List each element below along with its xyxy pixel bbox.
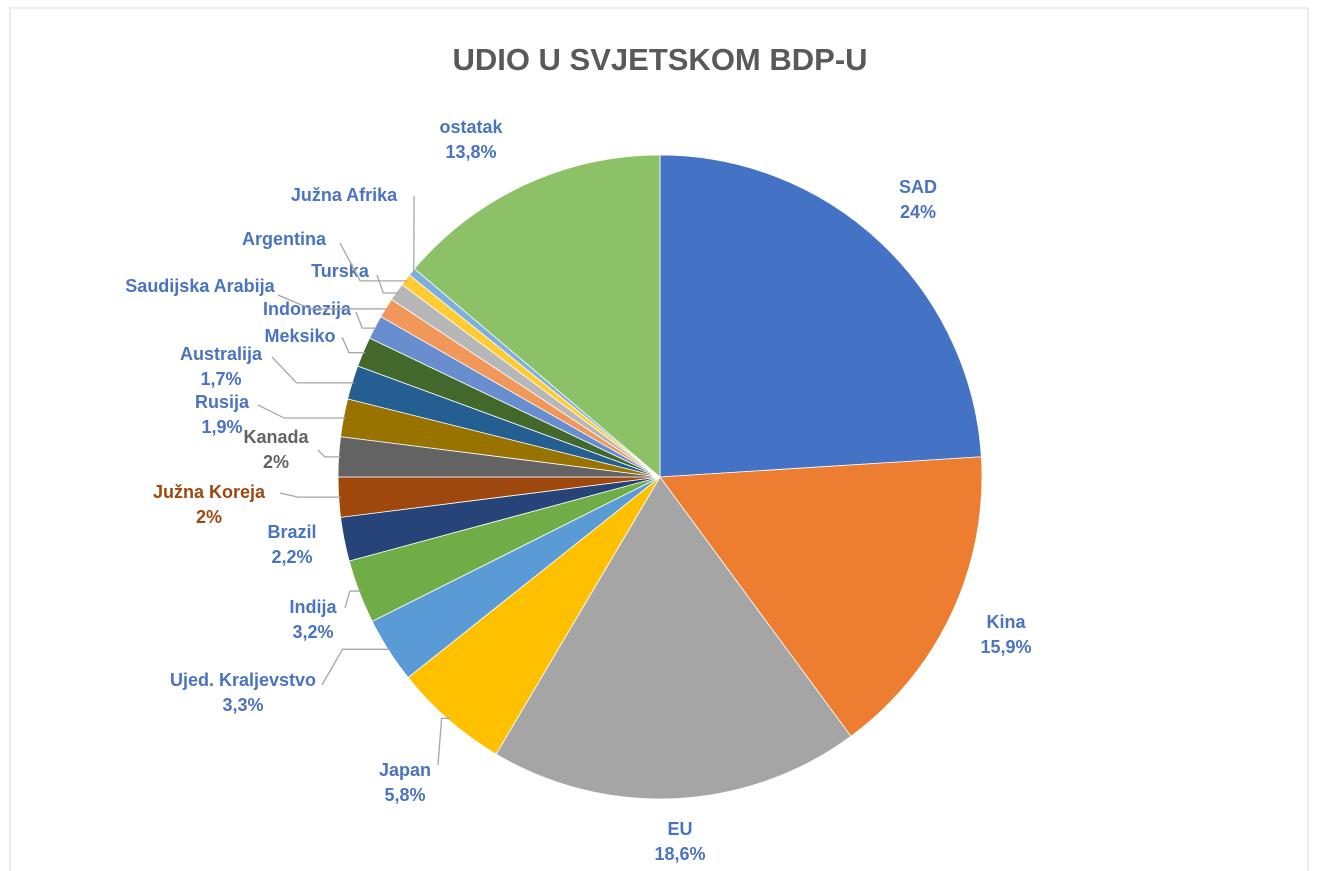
slice-label: Meksiko [264,326,335,346]
slice-label: Turska [311,261,370,281]
slice-label: Južna Afrika [291,185,398,205]
slice-label: Argentina [242,229,327,249]
leader-line [277,294,388,310]
value-label: 3,3% [222,695,263,715]
slice-label: Indija [289,597,337,617]
leader-line [321,648,391,686]
leader-line [341,336,366,354]
value-label: 18,6% [654,844,705,864]
value-label: 15,9% [980,637,1031,657]
slice-label: Brazil [267,522,316,542]
value-label: 2% [196,507,222,527]
leader-line [355,311,377,329]
value-label: 5,8% [384,785,425,805]
pie-slice [659,154,982,478]
slice-label: Australija [180,344,263,364]
leader-line [344,590,362,609]
slice-label: Indonezija [263,299,352,319]
slice-label: Rusija [195,392,250,412]
leader-line [271,356,355,384]
slice-label: Japan [379,760,431,780]
value-label: 2,2% [271,547,312,567]
slice-label: Saudijska Arabija [125,276,275,296]
leader-line [317,449,341,458]
leader-line [279,492,341,498]
leader-line [437,717,450,766]
slice-label: Kina [986,612,1026,632]
slice-label: SAD [899,177,937,197]
chart-title: UDIO U SVJETSKOM BDP-U [452,42,867,77]
leader-line [257,404,346,419]
value-label: 1,7% [200,369,241,389]
leader-line [413,195,415,274]
value-label: 13,8% [445,142,496,162]
slice-label: ostatak [439,117,503,137]
slice-label: Južna Koreja [153,482,266,502]
slice-label: Ujed. Kraljevstvo [170,670,316,690]
value-label: 3,2% [292,622,333,642]
slice-label: Kanada [243,427,309,447]
pie-slice [659,456,983,737]
pie-slice [495,476,852,800]
leader-line [339,242,408,282]
pie-slice [413,154,661,478]
value-label: 1,9% [201,417,242,437]
slice-label: EU [667,819,692,839]
value-label: 24% [900,202,936,222]
value-label: 2% [263,452,289,472]
